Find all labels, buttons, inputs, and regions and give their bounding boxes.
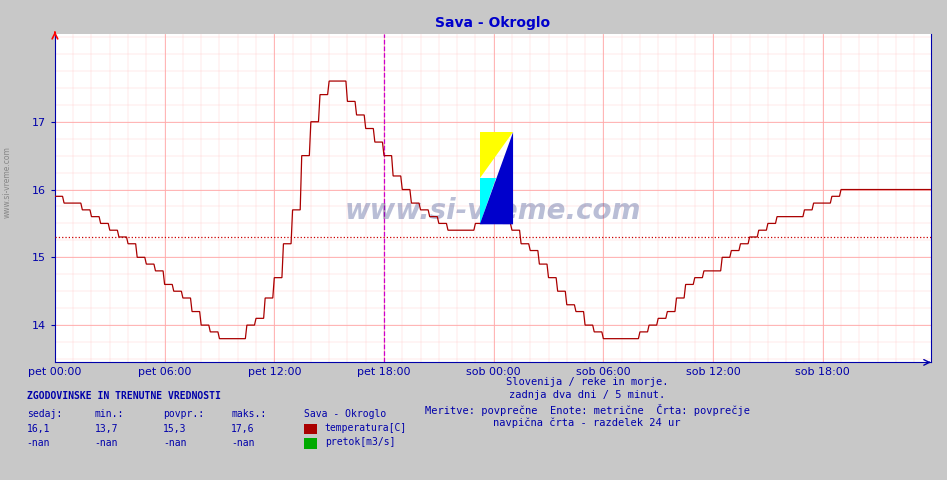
Text: Meritve: povprečne  Enote: metrične  Črta: povprečje: Meritve: povprečne Enote: metrične Črta:… <box>424 404 750 416</box>
Text: -nan: -nan <box>231 438 255 448</box>
Text: min.:: min.: <box>95 409 124 420</box>
Text: povpr.:: povpr.: <box>163 409 204 420</box>
Text: temperatura[C]: temperatura[C] <box>325 423 407 432</box>
Title: Sava - Okroglo: Sava - Okroglo <box>436 16 550 30</box>
Text: www.si-vreme.com: www.si-vreme.com <box>345 197 641 225</box>
Text: 15,3: 15,3 <box>163 424 187 434</box>
Text: ZGODOVINSKE IN TRENUTNE VREDNOSTI: ZGODOVINSKE IN TRENUTNE VREDNOSTI <box>27 391 221 401</box>
Text: 16,1: 16,1 <box>27 424 50 434</box>
Text: maks.:: maks.: <box>231 409 266 420</box>
Text: 13,7: 13,7 <box>95 424 118 434</box>
Text: navpična črta - razdelek 24 ur: navpična črta - razdelek 24 ur <box>493 417 681 428</box>
Text: Sava - Okroglo: Sava - Okroglo <box>304 409 386 420</box>
Text: sedaj:: sedaj: <box>27 409 62 420</box>
Polygon shape <box>480 132 513 178</box>
Text: -nan: -nan <box>163 438 187 448</box>
Text: -nan: -nan <box>95 438 118 448</box>
Text: zadnja dva dni / 5 minut.: zadnja dva dni / 5 minut. <box>509 390 665 400</box>
Polygon shape <box>480 132 513 224</box>
Text: -nan: -nan <box>27 438 50 448</box>
Text: www.si-vreme.com: www.si-vreme.com <box>3 146 12 218</box>
Text: pretok[m3/s]: pretok[m3/s] <box>325 437 395 447</box>
Polygon shape <box>480 178 496 224</box>
Text: Slovenija / reke in morje.: Slovenija / reke in morje. <box>506 377 669 387</box>
Text: 17,6: 17,6 <box>231 424 255 434</box>
